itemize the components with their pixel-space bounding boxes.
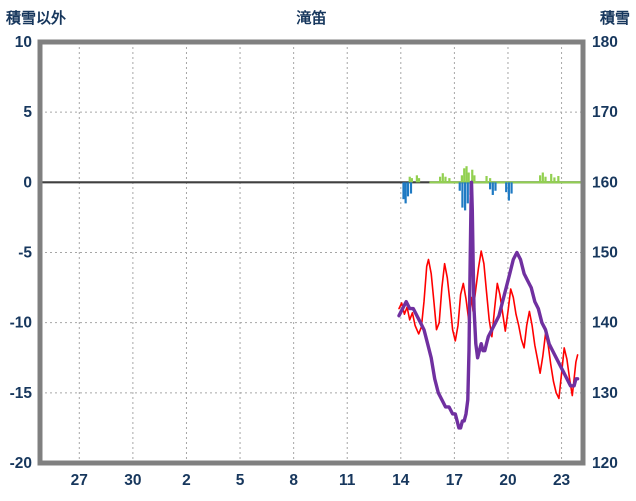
svg-text:5: 5 <box>236 472 245 489</box>
series-melt-bars <box>402 182 513 211</box>
series-snow-depth-line <box>397 180 580 430</box>
svg-text:-10: -10 <box>10 315 32 332</box>
svg-text:-20: -20 <box>10 455 32 472</box>
svg-text:130: 130 <box>592 385 618 402</box>
svg-text:150: 150 <box>592 245 618 262</box>
svg-text:30: 30 <box>124 472 141 489</box>
left-axis-title: 積雪以外 <box>6 10 67 27</box>
series-temperature-line <box>398 250 579 400</box>
svg-text:20: 20 <box>499 472 516 489</box>
grid-horizontal <box>40 111 583 394</box>
chart-title: 滝笛 <box>296 10 327 27</box>
svg-text:160: 160 <box>592 174 618 191</box>
svg-text:17: 17 <box>446 472 463 489</box>
y-right-tick-labels: 180 170 160 150 140 130 120 <box>592 34 618 472</box>
series-snowfall-bars <box>408 166 560 183</box>
svg-text:8: 8 <box>289 472 298 489</box>
svg-text:-15: -15 <box>10 385 33 402</box>
svg-text:14: 14 <box>392 472 410 489</box>
svg-text:120: 120 <box>592 455 618 472</box>
svg-text:-5: -5 <box>18 245 32 262</box>
svg-text:140: 140 <box>592 315 618 332</box>
svg-text:5: 5 <box>23 104 32 121</box>
right-axis-title: 積雪 <box>599 10 630 27</box>
svg-text:10: 10 <box>15 34 32 51</box>
svg-text:2: 2 <box>182 472 191 489</box>
x-tick-labels: 27 30 2 5 8 11 14 17 20 23 <box>71 472 571 489</box>
svg-text:11: 11 <box>339 472 356 489</box>
svg-text:23: 23 <box>553 472 571 489</box>
plot-frame <box>37 39 586 466</box>
svg-text:170: 170 <box>592 104 618 121</box>
svg-text:27: 27 <box>71 472 88 489</box>
svg-text:0: 0 <box>23 174 32 191</box>
y-left-tick-labels: 10 5 0 -5 -10 -15 -20 <box>10 34 33 472</box>
svg-text:180: 180 <box>592 34 618 51</box>
